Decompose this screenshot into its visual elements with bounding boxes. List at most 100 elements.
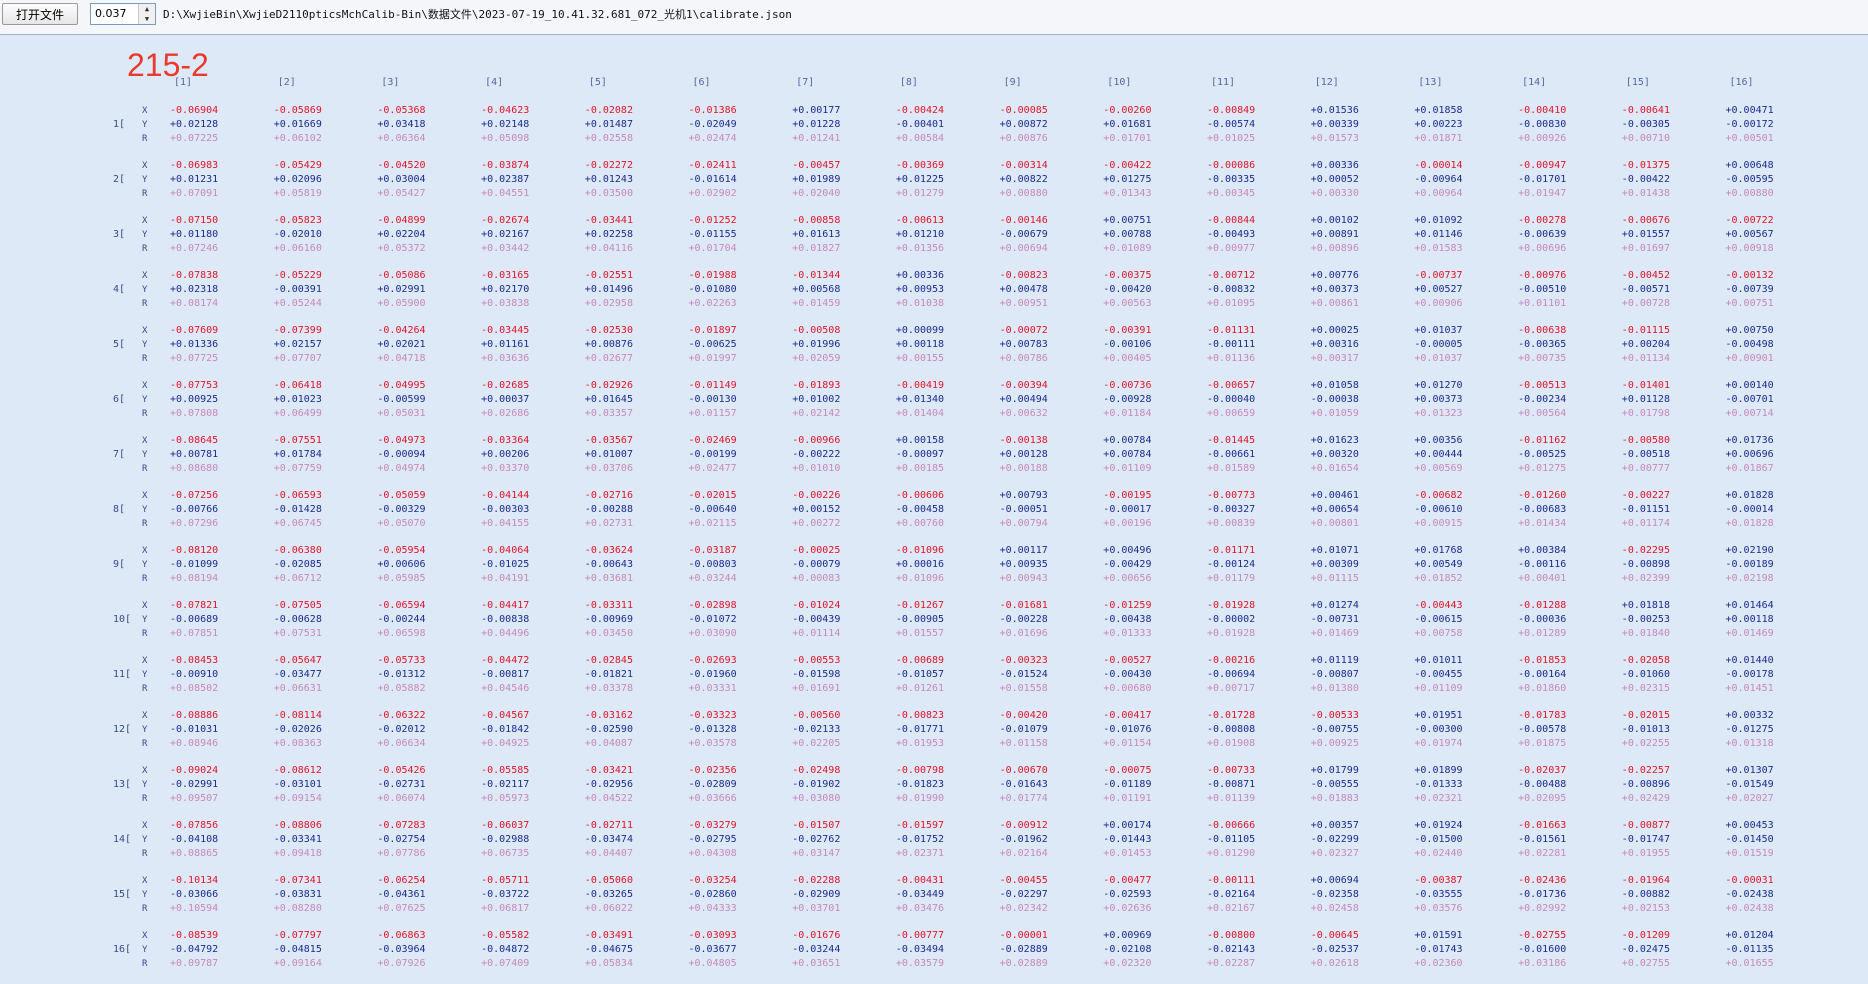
value-cell-r: +0.01184	[1103, 408, 1152, 419]
value-cell-x: -0.00111	[1207, 875, 1256, 886]
value-cell-r: +0.00401	[1518, 573, 1567, 584]
column-header: [5]	[588, 77, 607, 88]
value-cell-r: +0.03706	[584, 463, 633, 474]
value-cell-y: -0.01823	[895, 779, 945, 790]
row-label: 1[	[113, 119, 126, 130]
value-cell-r: +0.01158	[999, 738, 1048, 749]
value-cell-y: +0.00494	[999, 394, 1048, 405]
value-cell-y: -0.01080	[688, 284, 737, 295]
value-cell-x: -0.03624	[584, 545, 633, 556]
spin-down-arrow-icon[interactable]: ▼	[138, 14, 155, 24]
value-cell-x: -0.04144	[481, 490, 530, 501]
value-cell-y: -0.00661	[1207, 449, 1256, 460]
axis-label: R	[142, 409, 148, 419]
value-cell-r: +0.02992	[1518, 903, 1567, 914]
threshold-spinbox[interactable]: 0.037 ▲ ▼	[90, 3, 156, 25]
value-cell-y: +0.00872	[999, 119, 1048, 130]
value-cell-y: -0.02593	[1103, 889, 1152, 900]
value-cell-y: -0.00036	[1518, 614, 1567, 625]
value-cell-x: -0.08806	[273, 820, 322, 831]
value-cell-r: +0.06745	[273, 518, 322, 529]
value-cell-y: +0.01487	[584, 119, 633, 130]
value-cell-x: -0.04567	[481, 710, 530, 721]
value-cell-r: +0.02027	[1725, 793, 1774, 804]
value-cell-r: +0.01323	[1414, 408, 1463, 419]
value-cell-r: +0.05372	[377, 243, 426, 254]
value-cell-r: +0.01860	[1518, 683, 1567, 694]
value-cell-x: -0.02755	[1518, 930, 1567, 941]
value-cell-y: -0.02762	[792, 834, 841, 845]
value-cell-r: +0.00794	[999, 518, 1048, 529]
value-cell-r: +0.03476	[895, 903, 945, 914]
value-cell-r: +0.03080	[792, 793, 841, 804]
value-cell-x: -0.07256	[170, 490, 219, 501]
value-cell-x: -0.00014	[1414, 160, 1463, 171]
value-cell-y: -0.00288	[584, 504, 633, 515]
value-cell-x: +0.01464	[1725, 600, 1774, 611]
value-cell-y: -0.00014	[1725, 504, 1774, 515]
value-cell-x: -0.00455	[999, 875, 1048, 886]
axis-label: X	[142, 381, 148, 391]
value-cell-x: -0.05585	[481, 765, 530, 776]
value-cell-x: -0.00422	[1103, 160, 1152, 171]
threshold-value[interactable]: 0.037	[95, 7, 127, 20]
axis-label: Y	[142, 890, 148, 900]
value-cell-x: -0.05229	[273, 270, 322, 281]
value-cell-x: -0.03311	[584, 600, 633, 611]
axis-label: X	[142, 546, 148, 556]
value-cell-r: +0.06364	[377, 133, 426, 144]
value-cell-x: -0.00132	[1725, 270, 1774, 281]
value-cell-r: +0.04407	[584, 848, 633, 859]
value-cell-x: -0.02436	[1518, 875, 1567, 886]
value-cell-x: -0.03187	[688, 545, 737, 556]
value-cell-x: -0.03364	[481, 435, 530, 446]
value-cell-r: +0.01174	[1621, 518, 1670, 529]
value-cell-x: +0.01092	[1414, 215, 1463, 226]
value-cell-r: +0.00977	[1207, 243, 1256, 254]
value-cell-x: -0.01783	[1518, 710, 1567, 721]
value-cell-y: +0.00549	[1414, 559, 1463, 570]
value-cell-x: +0.00471	[1725, 105, 1774, 116]
value-cell-x: -0.07150	[170, 215, 219, 226]
value-cell-x: -0.02257	[1621, 765, 1670, 776]
value-cell-r: +0.01953	[895, 738, 945, 749]
value-cell-x: -0.02037	[1518, 765, 1567, 776]
axis-label: R	[142, 849, 148, 859]
value-cell-x: -0.07838	[170, 270, 219, 281]
value-cell-r: +0.03331	[688, 683, 737, 694]
value-cell-x: -0.00410	[1518, 105, 1567, 116]
value-cell-y: -0.02537	[1310, 944, 1359, 955]
value-cell-x: -0.00798	[895, 765, 945, 776]
value-cell-r: +0.02153	[1621, 903, 1670, 914]
value-cell-r: +0.01798	[1621, 408, 1670, 419]
value-cell-r: +0.00317	[1310, 353, 1359, 364]
value-cell-r: +0.01343	[1103, 188, 1152, 199]
axis-label: X	[142, 271, 148, 281]
value-cell-r: +0.09507	[170, 793, 219, 804]
value-cell-r: +0.01908	[1207, 738, 1256, 749]
value-cell-r: +0.05834	[584, 958, 633, 969]
value-cell-x: -0.00431	[895, 875, 945, 886]
value-cell-y: +0.02991	[377, 284, 426, 295]
value-cell-x: -0.04623	[481, 105, 530, 116]
value-cell-y: -0.03555	[1414, 889, 1463, 900]
value-cell-x: -0.00146	[999, 215, 1048, 226]
value-cell-y: +0.00567	[1725, 229, 1774, 240]
value-cell-r: +0.01089	[1103, 243, 1152, 254]
value-cell-x: -0.06863	[377, 930, 426, 941]
open-file-button[interactable]: 打开文件	[2, 3, 78, 25]
value-cell-r: +0.02095	[1518, 793, 1567, 804]
value-cell-r: +0.02474	[688, 133, 737, 144]
value-cell-y: -0.04872	[481, 944, 530, 955]
value-cell-r: +0.00710	[1621, 133, 1670, 144]
value-cell-y: -0.00094	[377, 449, 426, 460]
value-cell-x: -0.01386	[688, 105, 737, 116]
value-cell-y: -0.00222	[792, 449, 841, 460]
value-cell-y: -0.01443	[1103, 834, 1152, 845]
value-cell-x: -0.03093	[688, 930, 737, 941]
row-label: 16[	[113, 944, 132, 955]
value-cell-r: +0.01434	[1518, 518, 1567, 529]
value-cell-x: +0.00158	[895, 435, 945, 446]
value-cell-y: -0.01060	[1621, 669, 1670, 680]
value-cell-x: -0.08612	[273, 765, 322, 776]
